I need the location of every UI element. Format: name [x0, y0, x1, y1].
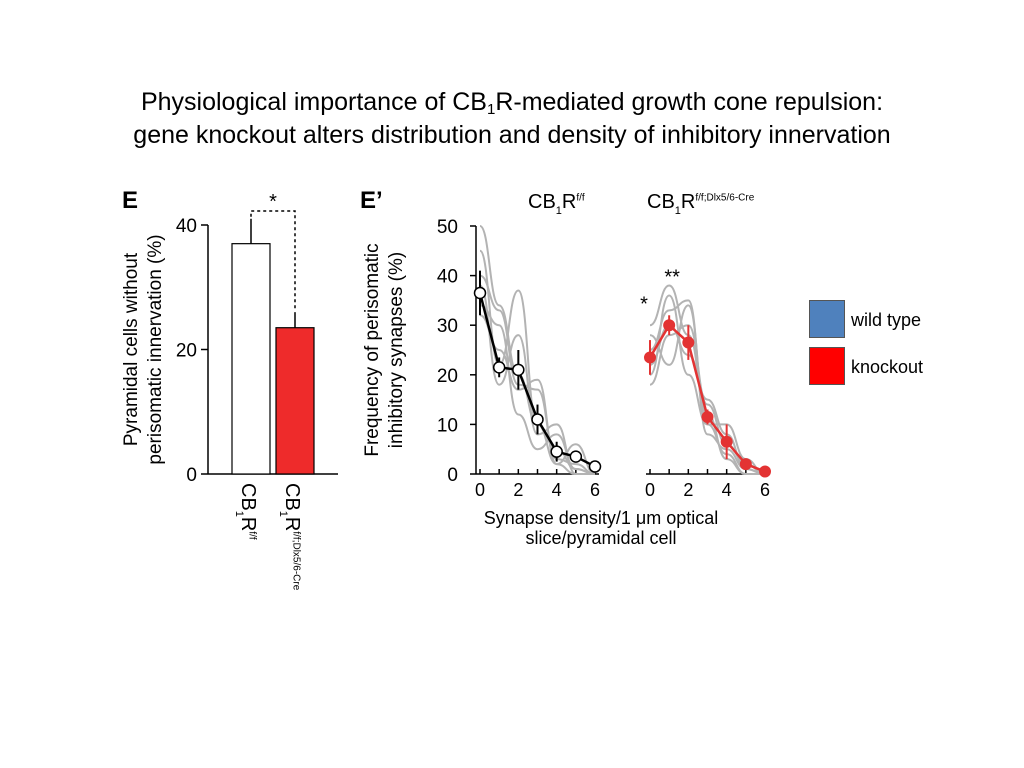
panel-e-bar-chart: E Pyramidal cells without perisomatic inne…	[121, 187, 338, 591]
data-point	[720, 435, 733, 448]
individual-curve	[479, 304, 596, 475]
significance-bracket	[250, 210, 296, 311]
x-category-label-sup: f/f	[247, 531, 258, 540]
series-title-mid: R	[562, 191, 576, 213]
significance-star: *	[269, 191, 277, 213]
x-tick-label: 0	[645, 480, 655, 500]
y-tick-label: 20	[176, 341, 197, 362]
y-tick-label: 10	[437, 415, 458, 436]
x-category-label-base: CB	[237, 483, 259, 511]
series-title-base: CB	[528, 191, 556, 213]
x-tick-label: 6	[590, 480, 600, 500]
significance-star: *	[640, 293, 648, 315]
x-tick-label: 4	[722, 480, 732, 500]
x-tick-label: 2	[683, 480, 693, 500]
bar	[231, 243, 271, 475]
title-line-1: Physiological importance of CB1R-mediate…	[0, 86, 1024, 119]
y-tick-label: 50	[437, 217, 458, 238]
mean-line	[648, 323, 766, 473]
series-title-sub: 1	[556, 205, 562, 217]
x-category-label: CB1Rf/f;Dlx5/6-Cre	[277, 483, 303, 591]
data-point	[701, 410, 714, 423]
series-title: CB1Rf/f;Dlx5/6-Cre	[647, 191, 755, 217]
x-category-label-sub: 1	[277, 511, 289, 517]
y-tick-label: 30	[437, 316, 458, 337]
x-category-label: CB1Rf/f	[233, 483, 259, 540]
series-title-sub: 1	[675, 205, 681, 217]
x-axis-label-line2: slice/pyramidal cell	[525, 528, 676, 548]
title-subscript: 1	[486, 101, 496, 118]
data-point	[512, 363, 525, 377]
significance-star: **	[664, 267, 680, 289]
individual-curve	[649, 324, 766, 475]
individual-curve	[649, 284, 765, 475]
data-point	[682, 336, 695, 349]
x-tick-label: 0	[475, 480, 485, 500]
y-tick-label: 0	[447, 465, 458, 486]
data-point	[739, 458, 752, 471]
series-title-sup: f/f;Dlx5/6-Cre	[695, 192, 754, 203]
y-axis-label-line2: inhibitory synapses (%)	[386, 252, 407, 448]
series-title-mid: R	[681, 191, 695, 213]
panel-label-e: E	[122, 187, 138, 214]
bar	[275, 327, 315, 475]
y-tick-label: 0	[186, 465, 197, 486]
title-text-b: R-mediated growth cone repulsion:	[495, 88, 884, 116]
series-title-base: CB	[647, 191, 675, 213]
panel-e-prime-line-chart: E’ Frequency of perisomatic inhibitory syn…	[360, 187, 771, 548]
data-point	[644, 351, 656, 364]
data-point	[473, 286, 487, 300]
data-point	[759, 465, 771, 478]
y-tick-label: 20	[437, 366, 458, 387]
x-tick-label: 4	[552, 480, 562, 500]
x-category-label-mid: R	[237, 517, 259, 531]
legend-label-knockout: knockout	[851, 357, 924, 377]
individual-curve	[479, 314, 596, 475]
individual-curve	[479, 274, 596, 475]
individual-curve	[479, 284, 595, 475]
series-title-sup: f/f	[576, 192, 585, 203]
data-point	[569, 450, 583, 463]
x-category-label-sub: 1	[233, 511, 245, 517]
y-tick-label: 40	[437, 267, 458, 288]
data-point	[663, 319, 676, 332]
title-line-2: gene knockout alters distribution and de…	[133, 121, 891, 149]
series-title: CB1Rf/f	[528, 191, 585, 217]
legend-swatch-wild-type	[809, 300, 845, 338]
data-point	[588, 460, 602, 473]
legend: wild type knockout	[809, 300, 1009, 390]
x-axis-label-line1: Synapse density/1 μm optical	[484, 508, 719, 528]
legend-swatch-knockout	[809, 347, 845, 385]
y-axis-label-line2: perisomatic innervation (%)	[145, 234, 166, 464]
x-tick-label: 2	[513, 480, 523, 500]
x-category-label-mid: R	[281, 517, 303, 531]
panel-label-e-prime: E’	[360, 187, 383, 214]
x-category-label-base: CB	[281, 483, 303, 511]
y-tick-label: 40	[176, 216, 197, 237]
x-tick-label: 6	[760, 480, 770, 500]
y-axis-label-line1: Frequency of perisomatic	[362, 243, 383, 456]
data-point	[550, 445, 563, 458]
data-point	[492, 361, 506, 374]
title-text-a: Physiological importance of CB	[140, 88, 487, 116]
legend-label-wild-type: wild type	[851, 310, 922, 330]
y-axis-label-line1: Pyramidal cells without	[121, 252, 142, 446]
slide-title: Physiological importance of CB1R-mediate…	[0, 86, 1024, 152]
data-point	[531, 413, 544, 426]
x-category-label-sup: f/f;Dlx5/6-Cre	[291, 531, 302, 590]
